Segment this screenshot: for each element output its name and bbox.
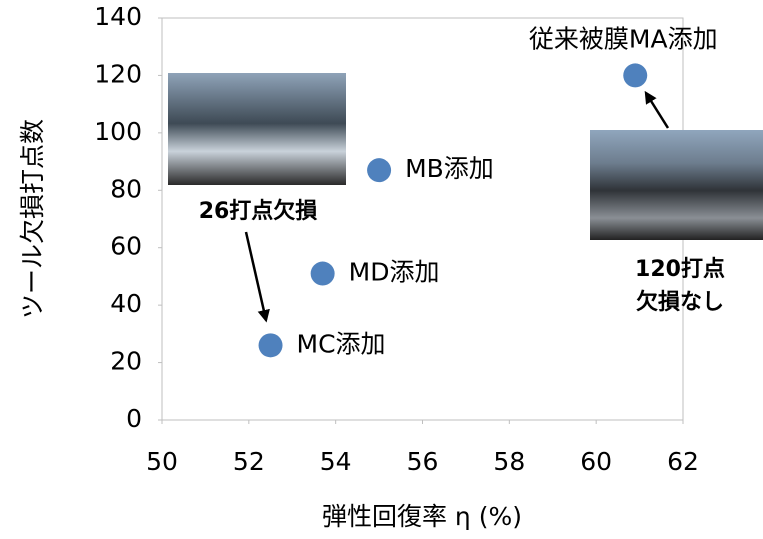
point-label: 従来被膜MA添加 bbox=[529, 24, 718, 53]
y-tick-label: 80 bbox=[110, 174, 142, 203]
x-tick-label: 54 bbox=[320, 447, 352, 476]
point bbox=[310, 261, 335, 286]
x-tick-label: 60 bbox=[580, 447, 612, 476]
photo bbox=[590, 130, 763, 240]
x-tick-label: 50 bbox=[146, 447, 178, 476]
annotation: 26打点欠損 bbox=[199, 198, 319, 224]
x-axis-title: 弾性回復率 η (%) bbox=[322, 502, 522, 531]
point bbox=[258, 333, 283, 358]
annotation: 120打点 bbox=[635, 256, 725, 282]
point bbox=[367, 158, 392, 183]
annotation: 欠損なし bbox=[636, 289, 724, 315]
y-tick-label: 40 bbox=[110, 289, 142, 318]
point-label: MC添加 bbox=[297, 329, 386, 358]
arrow bbox=[644, 90, 670, 129]
point-label: MB添加 bbox=[405, 154, 494, 183]
y-tick-label: 100 bbox=[94, 117, 142, 146]
y-tick-label: 140 bbox=[94, 2, 142, 31]
y-tick-label: 60 bbox=[110, 232, 142, 261]
x-tick-label: 62 bbox=[667, 447, 699, 476]
photo bbox=[168, 73, 346, 185]
point-label: MD添加 bbox=[349, 258, 440, 287]
x-tick-label: 52 bbox=[233, 447, 265, 476]
arrow bbox=[244, 231, 270, 323]
point bbox=[623, 63, 648, 88]
y-tick-label: 0 bbox=[126, 404, 142, 433]
y-axis-title: ツール欠損打点数 bbox=[18, 119, 47, 319]
y-tick-label: 120 bbox=[94, 59, 142, 88]
y-tick-label: 20 bbox=[110, 347, 142, 376]
x-tick-label: 56 bbox=[407, 447, 439, 476]
x-tick-label: 58 bbox=[493, 447, 525, 476]
